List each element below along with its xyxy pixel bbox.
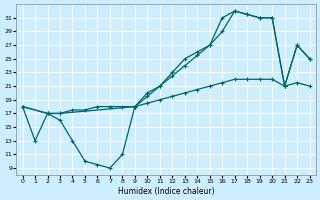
- X-axis label: Humidex (Indice chaleur): Humidex (Indice chaleur): [118, 187, 214, 196]
